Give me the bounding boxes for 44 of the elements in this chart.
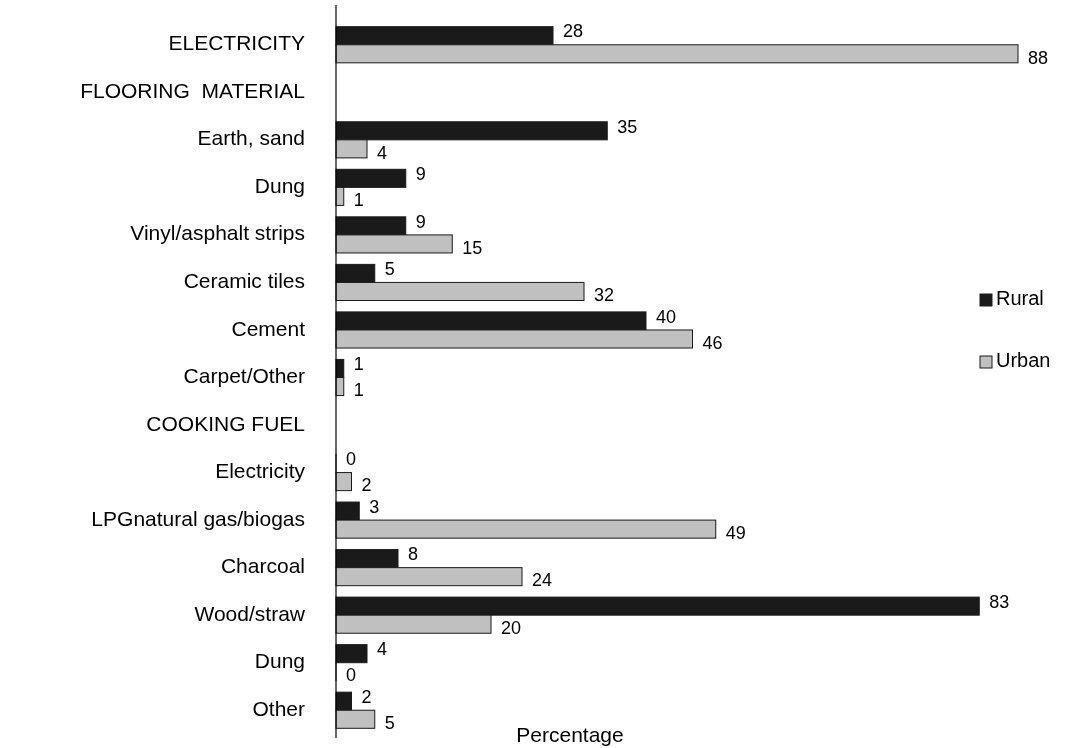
y-tick-label: LPGnatural gas/biogas: [91, 506, 305, 530]
y-tick-label: ELECTRICITY: [168, 31, 305, 55]
y-tick-label: Wood/straw: [194, 601, 306, 625]
y-tick-label: Other: [252, 696, 305, 720]
data-label: 1: [353, 190, 364, 211]
data-label: 4: [377, 639, 388, 660]
data-label: 88: [1028, 47, 1049, 68]
data-label: 15: [462, 237, 483, 258]
y-tick-label: Carpet/Other: [183, 364, 305, 388]
data-label: 35: [617, 116, 638, 137]
y-tick-label: Charcoal: [220, 554, 305, 578]
data-label: 1: [353, 354, 364, 375]
data-label: 20: [501, 617, 522, 638]
data-label: 24: [532, 570, 553, 591]
y-tick-label: COOKING FUEL: [146, 411, 305, 435]
data-label: 40: [656, 306, 677, 327]
y-tick-label: Vinyl/asphalt strips: [130, 221, 305, 245]
x-axis-title: Percentage: [516, 723, 624, 746]
data-label: 5: [384, 713, 395, 734]
data-label: 4: [377, 142, 388, 163]
data-label: 2: [361, 686, 372, 707]
legend-label: Rural: [996, 287, 1044, 310]
y-tick-label: FLOORING MATERIAL: [80, 78, 305, 102]
legend-label: Urban: [996, 349, 1051, 372]
data-label: 83: [989, 591, 1010, 612]
data-label: 9: [415, 164, 426, 185]
y-tick-label: Earth, sand: [197, 126, 305, 150]
data-label: 8: [408, 544, 419, 565]
data-label: 9: [415, 211, 426, 232]
data-label: 3: [369, 496, 380, 517]
y-tick-label: Ceramic tiles: [183, 268, 305, 292]
data-label: 0: [346, 665, 357, 686]
data-label: 5: [384, 259, 395, 280]
y-tick-label: Cement: [231, 316, 306, 340]
data-label: 32: [594, 285, 615, 306]
data-label: 46: [702, 332, 723, 353]
data-label: 0: [346, 449, 357, 470]
data-label: 2: [361, 475, 372, 496]
data-label: 49: [725, 522, 746, 543]
data-label: 28: [563, 21, 584, 42]
y-tick-label: Electricity: [215, 459, 306, 483]
y-tick-label: Dung: [254, 173, 305, 197]
y-tick-label: Dung: [254, 649, 305, 673]
data-label: 1: [353, 380, 364, 401]
